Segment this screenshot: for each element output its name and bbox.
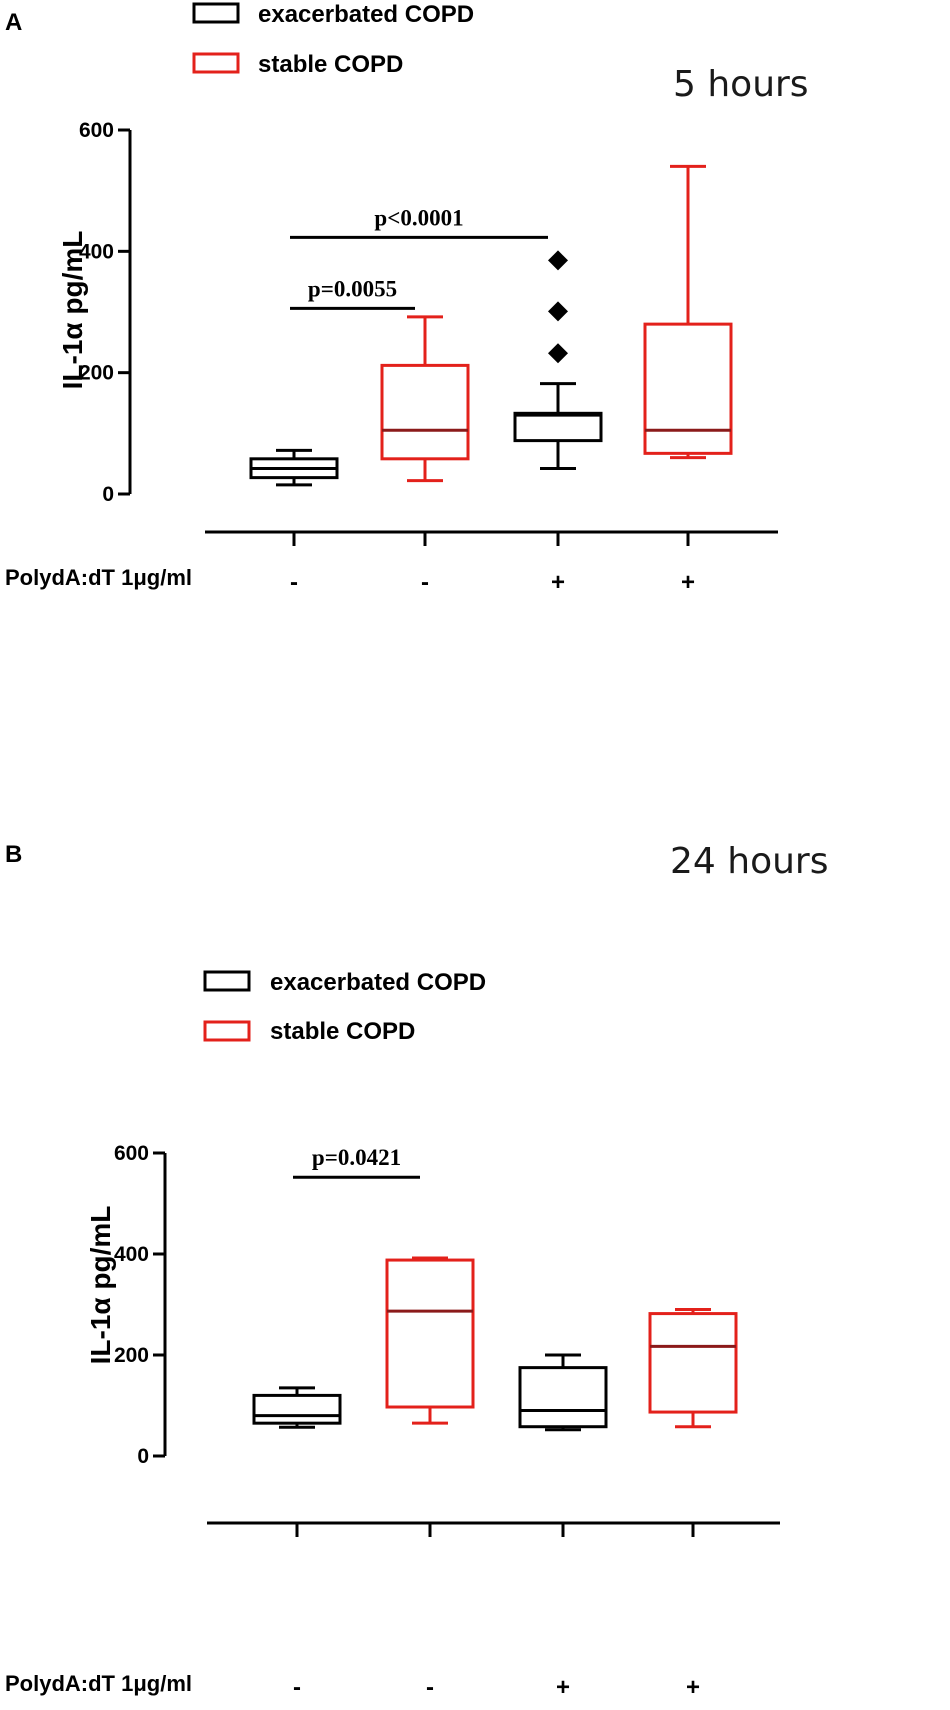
legend-label-exacerbated: exacerbated COPD [270,969,486,996]
p-value-label: p=0.0055 [308,276,397,301]
panel-a-time-label: 5 hours [673,64,809,105]
box-stable-copd [643,164,733,460]
treatment-mark: - [421,569,429,596]
treatment-mark: + [681,569,695,596]
panel-b-ylabel: IL-1α pg/mL [85,1206,116,1365]
panel-b-time-label: 24 hours [670,841,828,882]
panel-a-legend: exacerbated COPD stable COPD [192,1,474,78]
box-exacerbated-copd [513,250,603,471]
y-tick-label: 600 [79,119,114,142]
panel-a-treatment-label: PolydA:dT 1μg/ml [5,565,192,590]
panel-a-ylabel: IL-1α pg/mL [57,231,88,390]
box-stable-copd [648,1308,738,1429]
box-exacerbated-copd [518,1353,608,1432]
treatment-mark: + [551,569,565,596]
box-iqr [385,1258,475,1409]
outlier-point [548,301,568,322]
treatment-mark: + [556,1674,570,1701]
p-value-label: p=0.0421 [312,1145,401,1170]
box-stable-copd [385,1256,475,1425]
box-iqr [513,411,603,443]
box-iqr [648,1312,738,1414]
box-exacerbated-copd [249,448,339,487]
box-iqr [380,363,470,461]
panel-b-plot: 0 200 400 600 - - + + p=0.0421 [114,1142,780,1701]
y-tick-label: 400 [79,240,114,263]
legend-swatch-exacerbated [203,970,251,992]
legend-label-stable: stable COPD [258,51,403,78]
treatment-mark: - [293,1674,301,1701]
y-tick-label: 600 [114,1142,149,1165]
legend-swatch-exacerbated [192,2,240,24]
y-tick-label: 0 [137,1445,149,1468]
y-tick-label: 200 [114,1344,149,1367]
legend-label-exacerbated: exacerbated COPD [258,1,474,28]
panel-b: B 24 hours exacerbated COPD stable COPD … [5,841,828,1701]
legend-swatch-stable [203,1020,251,1042]
panel-b-legend: exacerbated COPD stable COPD [203,969,486,1045]
legend-swatch-stable [192,52,240,74]
box-iqr [643,322,733,455]
box-iqr [518,1366,608,1429]
box-exacerbated-copd [252,1386,342,1429]
y-tick-label: 0 [102,483,114,506]
p-value-label: p<0.0001 [374,205,463,230]
panel-a-letter: A [5,9,22,36]
box-stable-copd [380,315,470,483]
panel-b-letter: B [5,841,22,868]
y-tick-label: 400 [114,1243,149,1266]
panel-a: A exacerbated COPD stable COPD 5 hours I… [5,1,809,596]
treatment-mark: - [426,1674,434,1701]
legend-label-stable: stable COPD [270,1018,415,1045]
treatment-mark: - [290,569,298,596]
outlier-point [548,250,568,271]
panel-a-plot: 0 200 400 600 - - + + p=0.0055 p<0.0001 [79,119,778,596]
box-iqr [252,1393,342,1425]
y-tick-label: 200 [79,362,114,385]
panel-b-treatment-label: PolydA:dT 1μg/ml [5,1671,192,1696]
treatment-mark: + [686,1674,700,1701]
outlier-point [548,343,568,364]
